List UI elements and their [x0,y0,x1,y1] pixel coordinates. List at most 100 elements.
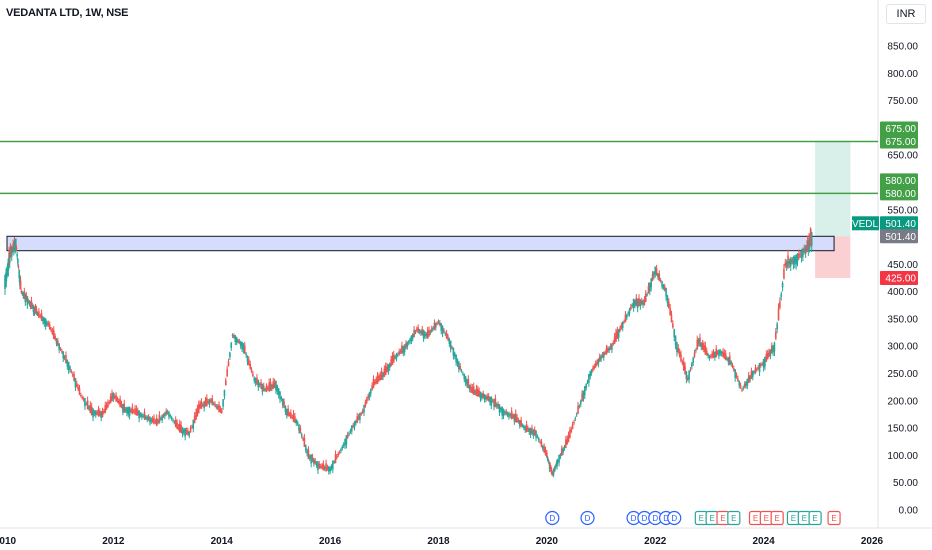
dividend-icon[interactable] [580,510,595,526]
candle-body [490,396,493,406]
candle-body [25,295,28,301]
candle-body [162,415,165,417]
candle-body [449,340,452,349]
candle-body [273,381,276,388]
candle-body [754,367,757,374]
candle-body [180,424,182,433]
candle-body [115,395,117,402]
candle-body [718,349,720,356]
candle-body [395,353,398,359]
candle-body [424,332,426,337]
candle-body [639,299,642,307]
resistance-zone[interactable] [6,235,835,252]
candle-body [756,369,758,371]
currency-button[interactable]: INR [886,4,926,24]
candle-body [178,423,181,433]
target-zone[interactable] [815,141,851,237]
dividend-icon[interactable] [667,510,682,526]
candle-body [659,280,662,282]
y-tick-label: 850.00 [887,42,918,53]
candle-body [15,238,17,248]
candle-body [43,317,46,324]
candle-body [387,364,390,372]
candle-body [686,377,689,380]
candle-body [5,268,8,282]
candle-body [688,370,690,380]
candle-body [257,380,260,388]
dividend-icon[interactable] [545,510,560,526]
candle-body [29,302,32,307]
candle-body [594,363,597,367]
candle-body [536,436,539,438]
candle-body [105,404,108,410]
candle-body [181,427,184,434]
candle-body [111,393,113,401]
candle-body [727,357,730,363]
x-tick-label: 2026 [861,536,884,547]
candle-body [701,343,704,350]
x-tick-label: 2016 [319,536,342,547]
candle-body [50,329,52,331]
candle-body [422,329,425,339]
candle-body [269,382,272,391]
candle-body [531,427,533,435]
level-tag-580.00 [880,173,918,188]
candle-body [750,371,753,379]
candle-body [638,298,640,306]
candle-body [617,329,620,338]
candle-body [48,324,51,330]
candle-body [309,455,311,459]
candle-body [693,352,696,357]
candle-body [630,306,632,310]
candle-body [356,416,359,423]
earnings-icon[interactable] [808,510,822,526]
candle-body [103,411,105,413]
candle-body [636,298,639,309]
candle-body [789,258,792,267]
candle-body [546,456,549,460]
candle-body [298,424,300,431]
candle-body [112,392,115,399]
candle-body [24,293,27,303]
earnings-icon[interactable] [770,510,784,526]
candle-body [199,403,201,409]
candle-body [392,354,395,363]
candle-body [642,300,644,305]
candle-body [711,353,713,358]
candle-body [295,419,298,424]
candle-body [504,411,506,414]
earnings-icon[interactable] [727,510,741,526]
candle-body [481,393,483,398]
candle-body [40,313,43,321]
candle-body [337,453,340,456]
candle-body [75,383,78,387]
candle-body [340,449,342,451]
candle-body [761,363,764,365]
chart-title: VEDANTA LTD, 1W, NSE [6,7,129,19]
candle-body [189,427,192,432]
candle-body [498,404,501,413]
earnings-icon[interactable] [827,510,841,526]
candle-body [352,425,354,427]
candle-body [676,342,678,353]
candle-body [623,321,625,323]
candle-body [579,400,582,405]
candle-body [141,413,143,418]
candle-body [172,419,174,421]
candle-body [766,353,769,359]
candle-body [463,374,466,380]
candle-body [383,368,386,377]
candle-body [635,297,638,306]
candle-body [758,362,761,373]
candle-body [345,435,348,445]
x-tick-label: 2014 [211,536,234,547]
candle-body [253,377,256,381]
candle-body [285,409,288,416]
candle-body [302,438,304,440]
candle-body [760,364,762,366]
candle-body [66,359,69,367]
candle-body [33,307,36,313]
candle-body [777,308,780,321]
candle-body [315,462,318,466]
